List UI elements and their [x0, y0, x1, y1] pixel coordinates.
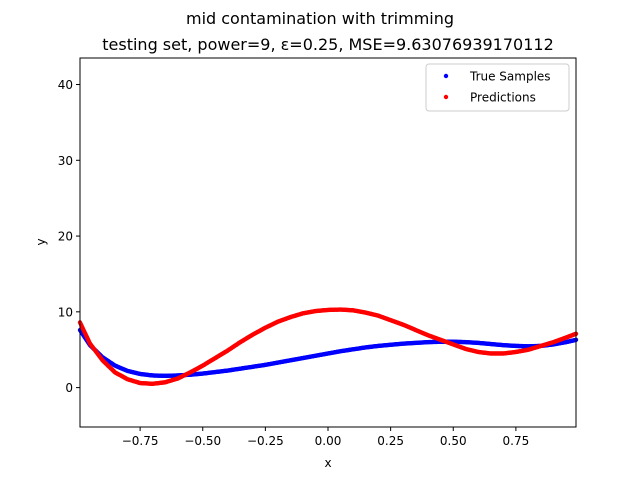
y-tick-label: 40 [58, 78, 73, 92]
x-tick-label: 0.50 [440, 434, 467, 448]
y-axis-ticks: 0 10 20 30 40 [58, 78, 80, 395]
x-tick-label: 0.25 [377, 434, 404, 448]
x-axis-label: x [324, 456, 331, 470]
x-tick-label: −0.50 [184, 434, 221, 448]
y-tick-label: 20 [58, 230, 73, 244]
y-axis-label: y [34, 238, 48, 245]
chart-title-line2: testing set, power=9, ε=0.25, MSE=9.6307… [102, 35, 554, 54]
y-tick-label: 10 [58, 305, 73, 319]
legend-frame [425, 63, 570, 112]
legend-label-true-samples: True Samples [469, 70, 551, 84]
x-tick-label: −0.75 [122, 434, 159, 448]
x-tick-label: 0.00 [315, 434, 342, 448]
x-tick-label: 0.75 [503, 434, 530, 448]
chart-title-line1: mid contamination with trimming [186, 9, 454, 28]
data-points [77, 307, 579, 387]
legend-label-predictions: Predictions [470, 91, 536, 105]
x-axis-ticks: −0.75 −0.50 −0.25 0.00 0.25 0.50 0.75 [122, 427, 530, 448]
y-tick-label: 0 [65, 381, 73, 395]
series-predictions [77, 307, 579, 387]
legend-marker-predictions [443, 94, 449, 100]
legend: True Samples Predictions [425, 63, 570, 112]
x-tick-label: −0.25 [247, 434, 284, 448]
legend-marker-true-samples [443, 73, 449, 79]
y-tick-label: 30 [58, 154, 73, 168]
